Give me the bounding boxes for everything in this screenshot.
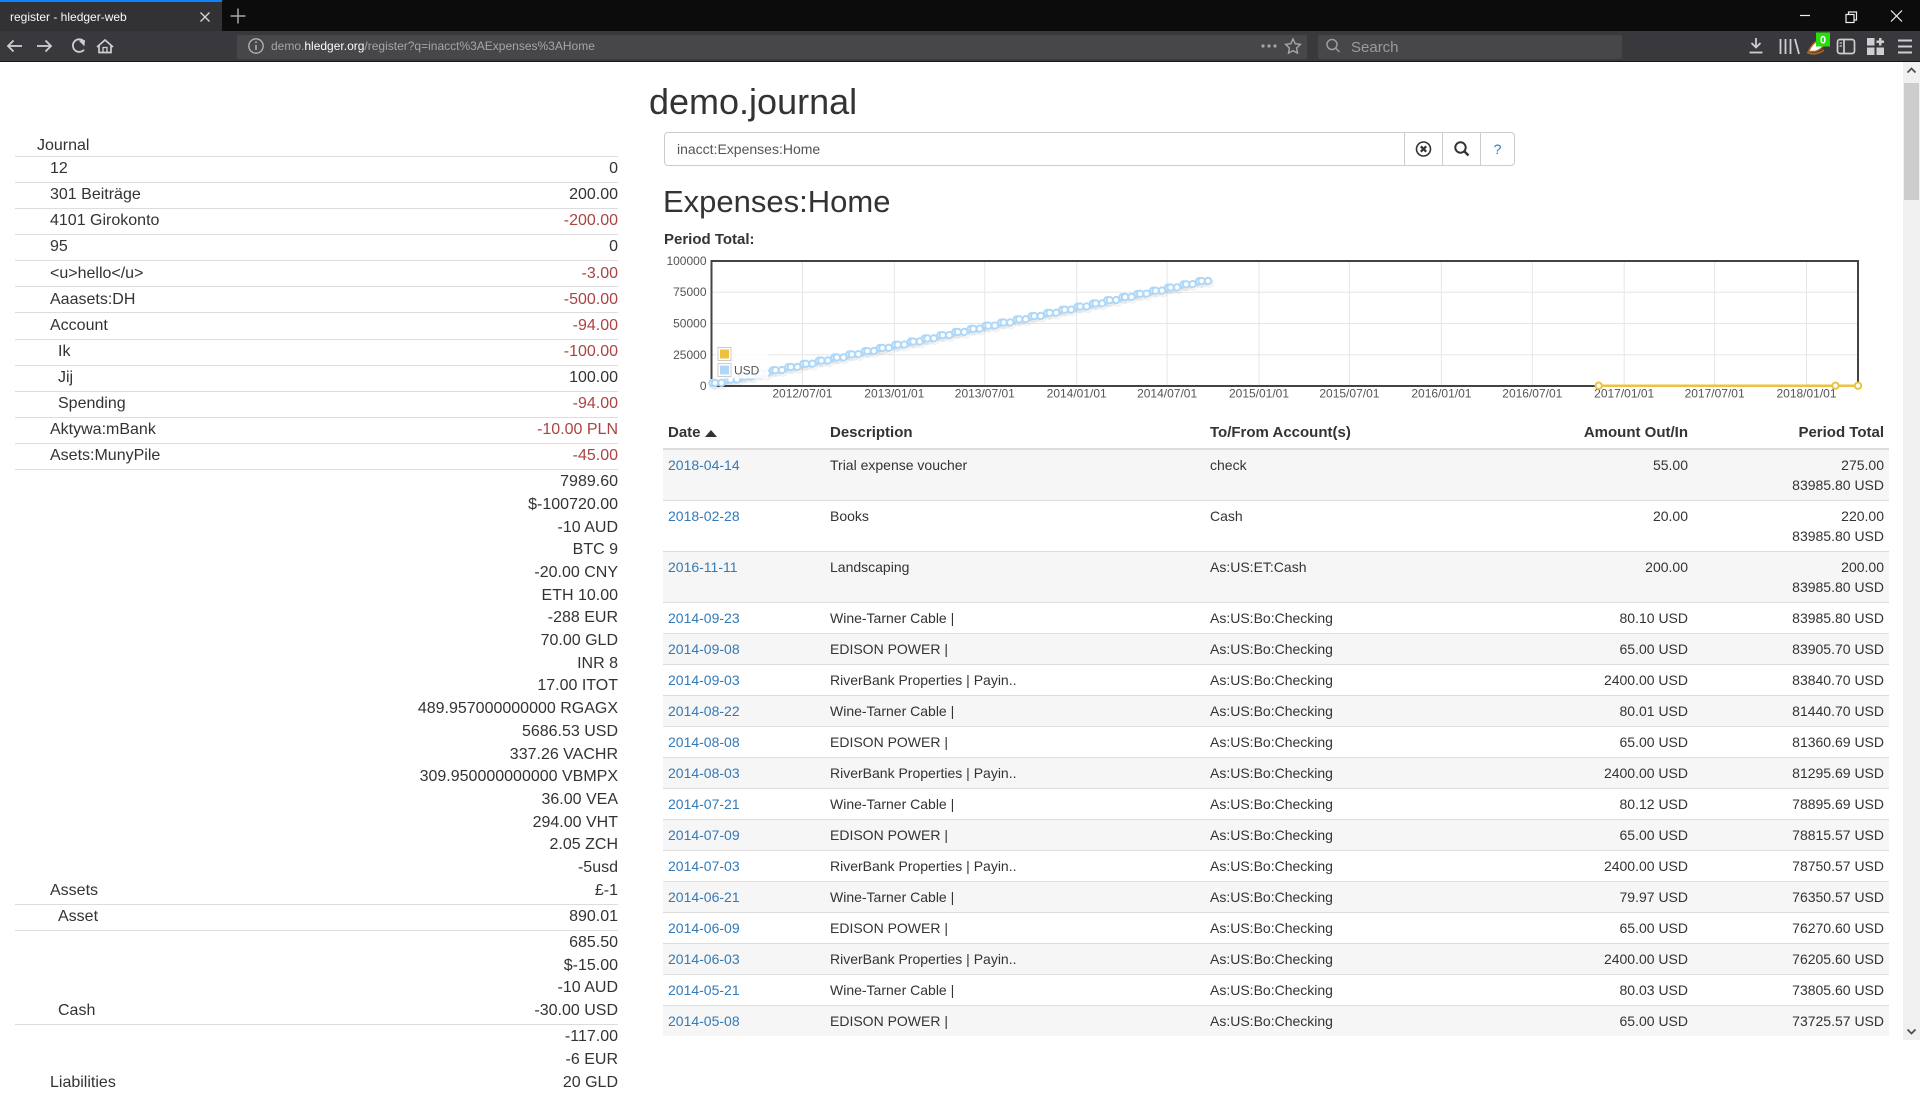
svg-text:2016/07/01: 2016/07/01	[1502, 387, 1562, 401]
svg-text:0: 0	[1820, 35, 1826, 47]
svg-text:100000: 100000	[666, 254, 706, 268]
svg-text:50000: 50000	[673, 317, 707, 331]
svg-text:2018/01/01: 2018/01/01	[1776, 387, 1836, 401]
svg-text:75000: 75000	[673, 285, 707, 299]
svg-text:2014/01/01: 2014/01/01	[1047, 387, 1107, 401]
svg-text:USD: USD	[734, 364, 760, 378]
svg-text:2017/01/01: 2017/01/01	[1594, 387, 1654, 401]
svg-text:2013/07/01: 2013/07/01	[955, 387, 1015, 401]
svg-text:2017/07/01: 2017/07/01	[1685, 387, 1745, 401]
svg-text:0: 0	[700, 379, 707, 393]
svg-text:2015/07/01: 2015/07/01	[1319, 387, 1379, 401]
svg-text:2013/01/01: 2013/01/01	[864, 387, 924, 401]
svg-text:2012/07/01: 2012/07/01	[772, 387, 832, 401]
svg-text:25000: 25000	[673, 348, 707, 362]
svg-text:2016/01/01: 2016/01/01	[1411, 387, 1471, 401]
svg-text:2015/01/01: 2015/01/01	[1229, 387, 1289, 401]
svg-text:2014/07/01: 2014/07/01	[1137, 387, 1197, 401]
